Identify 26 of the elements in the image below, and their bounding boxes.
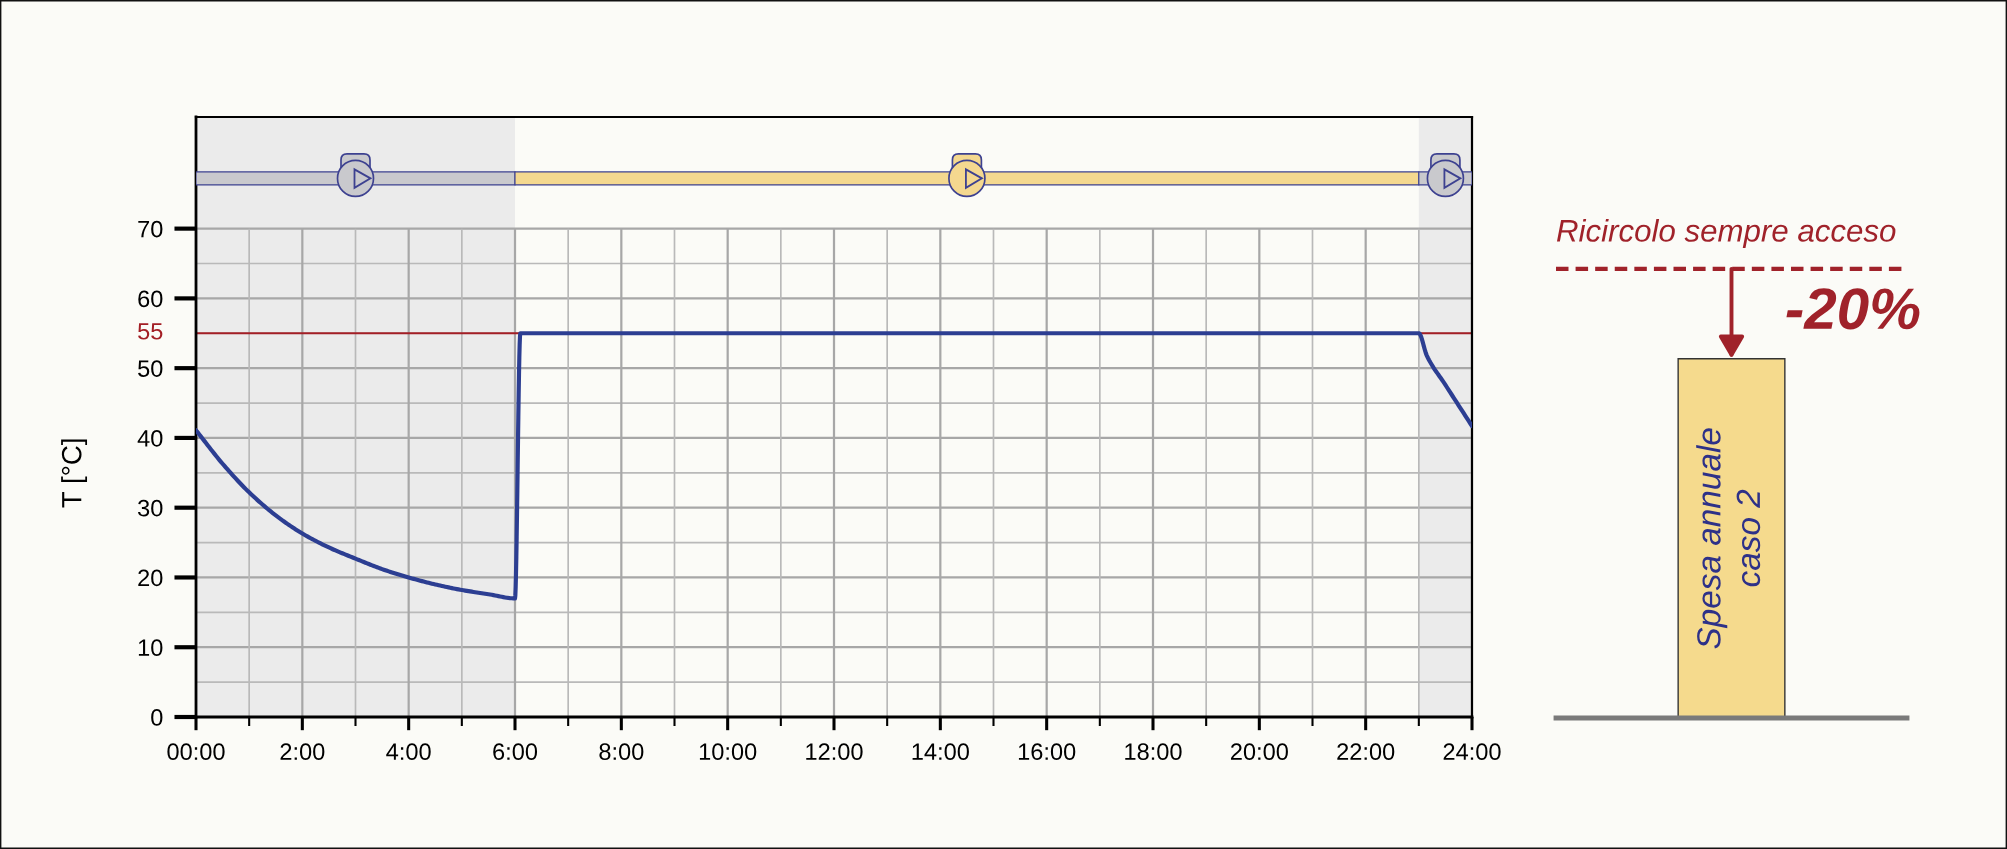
x-tick-label: 12:00	[806, 743, 863, 761]
y-tick-label: 20	[138, 569, 163, 587]
y-tick-label: 50	[138, 360, 163, 377]
x-tick-label: 16:00	[1018, 743, 1076, 761]
x-tick-label: 6:00	[493, 743, 538, 761]
y-axis-title: T [°C]	[61, 439, 88, 508]
x-tick-label: 4:00	[386, 743, 431, 761]
text: -20%	[1786, 288, 1920, 330]
x-tick-label: 2:00	[280, 743, 325, 761]
y-tick-label: 70	[138, 220, 163, 238]
x-tick-label: 22:00	[1337, 743, 1395, 761]
x-tick-label: 18:00	[1125, 743, 1182, 761]
x-tick-label: 14:00	[912, 743, 969, 761]
y-tick-label: 10	[138, 639, 163, 657]
x-tick-label: 10:00	[699, 743, 757, 761]
y-tick-label: 60	[138, 290, 163, 308]
x-tick-label: 20:00	[1230, 743, 1288, 761]
x-tick-label: Spesa annuale caso 2	[1696, 428, 1761, 649]
ref-line-label: 55	[138, 323, 163, 340]
x-tick-label: 8:00	[599, 743, 644, 761]
x-tick-label: 24:00	[1443, 743, 1501, 761]
y-tick-label: 40	[137, 430, 163, 447]
y-tick-label: 30	[138, 499, 163, 517]
ref-line-label: Ricircolo sempre acceso	[1556, 218, 1896, 249]
x-tick-label: 00:00	[167, 743, 225, 761]
y-tick-label: 0	[151, 709, 163, 726]
